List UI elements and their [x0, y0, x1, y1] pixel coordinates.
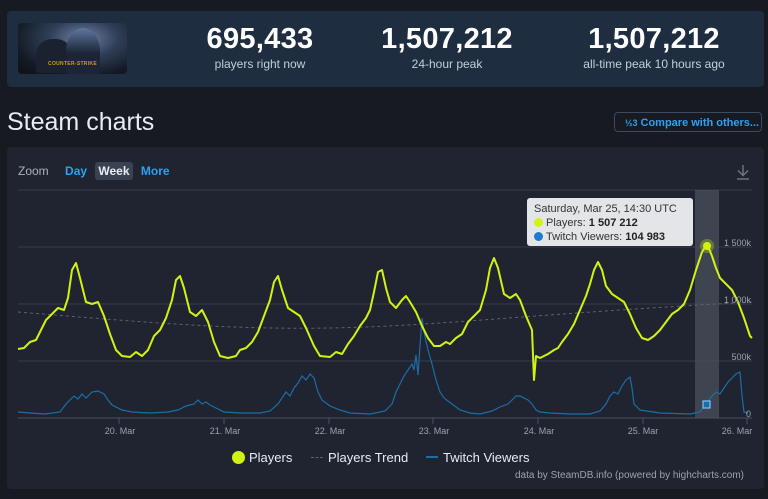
- page-title: Steam charts: [7, 108, 155, 136]
- players-trend-line: [17, 301, 753, 329]
- soldier-silhouette: [66, 28, 100, 74]
- tooltip-players-value: 1 507 212: [588, 217, 638, 229]
- zoom-more-button[interactable]: More: [140, 164, 170, 178]
- svg-text:21. Mar: 21. Mar: [210, 426, 241, 436]
- twitch-hover-marker: [702, 400, 711, 409]
- legend-item-players-trend[interactable]: Players Trend: [311, 450, 408, 466]
- svg-text:20. Mar: 20. Mar: [105, 426, 136, 436]
- stat-all-time-peak: 1,507,212 all-time peak 10 hours ago: [554, 24, 754, 72]
- svg-text:24. Mar: 24. Mar: [524, 426, 555, 436]
- x-axis-ticks: [118, 418, 748, 424]
- compare-button-label: Compare with others...: [640, 117, 760, 129]
- zoom-week-button[interactable]: Week: [95, 162, 133, 180]
- legend-item-players[interactable]: Players: [232, 450, 292, 466]
- game-capsule-image[interactable]: COUNTER-STRIKE: [18, 23, 127, 74]
- svg-text:500k: 500k: [731, 352, 751, 362]
- stat-24h-peak: 1,507,212 24-hour peak: [347, 24, 547, 72]
- stat-current-players: 695,433 players right now: [160, 24, 360, 72]
- twitch-dot-icon: [534, 232, 543, 241]
- stat-value: 1,507,212: [588, 23, 720, 55]
- stat-label: players right now: [214, 57, 306, 71]
- tooltip-players-row: Players: 1 507 212: [534, 216, 693, 230]
- stat-label: 24-hour peak: [411, 57, 483, 71]
- twitch-legend-line-icon: [426, 456, 438, 458]
- trend-legend-dash-icon: [311, 457, 323, 458]
- stat-value: 695,433: [206, 23, 314, 55]
- svg-text:26. Mar: 26. Mar: [722, 426, 753, 436]
- chart-tooltip: Saturday, Mar 25, 14:30 UTC Players: 1 5…: [527, 198, 693, 246]
- svg-text:1 000k: 1 000k: [724, 295, 752, 305]
- svg-text:0: 0: [746, 409, 751, 419]
- top-strip: [0, 0, 768, 8]
- zoom-day-button[interactable]: Day: [65, 164, 88, 178]
- stats-banner: COUNTER-STRIKE 695,433 players right now…: [7, 11, 764, 87]
- tooltip-date: Saturday, Mar 25, 14:30 UTC: [534, 203, 677, 215]
- svg-text:23. Mar: 23. Mar: [419, 426, 450, 436]
- fraction-icon: ½3: [625, 118, 638, 128]
- svg-text:25. Mar: 25. Mar: [628, 426, 659, 436]
- tooltip-twitch-value: 104 983: [625, 231, 666, 243]
- svg-text:22. Mar: 22. Mar: [315, 426, 346, 436]
- players-dot-icon: [534, 218, 543, 227]
- zoom-selector: Zoom Day Week More: [18, 162, 175, 180]
- legend-item-twitch-viewers[interactable]: Twitch Viewers: [426, 450, 529, 466]
- svg-text:1 500k: 1 500k: [724, 238, 752, 248]
- players-line: [17, 243, 753, 381]
- players-hover-marker: [703, 242, 711, 250]
- twitch-viewers-line: [17, 317, 749, 415]
- players-legend-dot-icon: [232, 451, 245, 464]
- grid-lines: [18, 189, 752, 419]
- zoom-label: Zoom: [18, 164, 49, 178]
- tooltip-twitch-row: Twitch Viewers: 104 983: [534, 230, 693, 244]
- y-axis-labels: 1 500k 1 000k 500k 0: [724, 238, 752, 419]
- download-icon[interactable]: [735, 163, 751, 181]
- stat-value: 1,507,212: [381, 23, 513, 55]
- chart-credit[interactable]: data by SteamDB.info (powered by highcha…: [515, 470, 744, 481]
- stat-label: all-time peak 10 hours ago: [583, 57, 725, 71]
- x-axis-labels: 20. Mar 21. Mar 22. Mar 23. Mar 24. Mar …: [105, 426, 753, 436]
- compare-with-others-button[interactable]: ½3 Compare with others...: [614, 112, 762, 132]
- game-logo: COUNTER-STRIKE: [48, 61, 97, 67]
